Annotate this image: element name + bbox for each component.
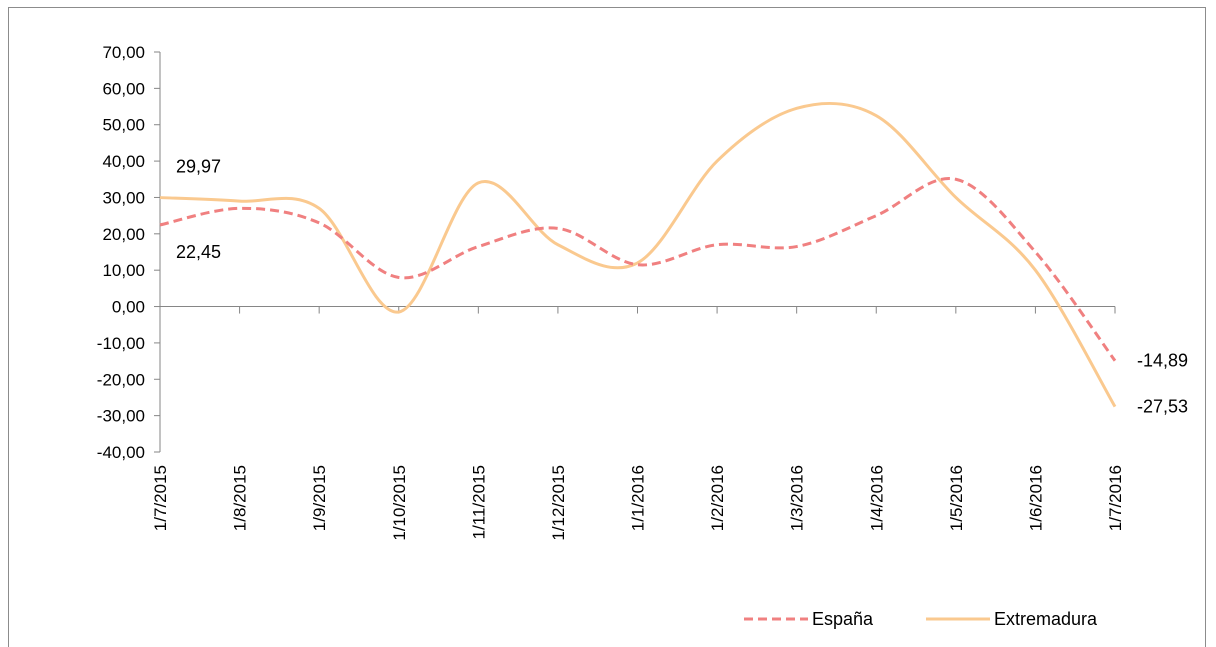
- legend-label: Extremadura: [994, 609, 1098, 629]
- x-tick-label: 1/5/2016: [947, 465, 966, 531]
- x-tick-label: 1/6/2016: [1026, 465, 1045, 531]
- x-tick-label: 1/12/2015: [549, 465, 568, 541]
- x-tick-label: 1/3/2016: [788, 465, 807, 531]
- x-tick-label: 1/1/2016: [629, 465, 648, 531]
- x-tick-label: 1/9/2015: [310, 465, 329, 531]
- series-line-espa-a: [159, 177, 1117, 362]
- data-labels: 29,97 22,45 -14,89 -27,53: [176, 157, 1188, 417]
- y-tick-label: 50,00: [102, 116, 145, 135]
- data-label: -27,53: [1137, 397, 1188, 417]
- data-label: 22,45: [176, 242, 221, 262]
- series-lines: [159, 101, 1117, 408]
- x-tick-label: 1/7/2016: [1106, 465, 1125, 531]
- x-tick-label: 1/8/2015: [231, 465, 250, 531]
- y-tick-label: 10,00: [102, 261, 145, 280]
- y-tick-label: 40,00: [102, 152, 145, 171]
- x-tick-label: 1/2/2016: [708, 465, 727, 531]
- y-axis: 70,00 60,00 50,00 40,00 30,00 20,00 10,00 0,00 -…: [97, 43, 161, 462]
- data-label: 29,97: [176, 157, 221, 177]
- y-tick-label: -30,00: [97, 407, 145, 426]
- y-tick-label: 0,00: [112, 298, 145, 317]
- y-tick-label: -20,00: [97, 370, 145, 389]
- x-tick-label: 1/11/2015: [469, 465, 488, 539]
- x-tick-label: 1/7/2015: [151, 465, 170, 531]
- y-tick-label: 30,00: [102, 188, 145, 207]
- x-axis: 1/7/2015 1/8/2015 1/9/2015 1/10/2015 1/11/20…: [151, 306, 1125, 541]
- series-line-extremadura: [159, 101, 1117, 408]
- y-tick-label: 70,00: [102, 43, 145, 62]
- data-label: -14,89: [1137, 351, 1188, 371]
- y-tick-label: 20,00: [102, 225, 145, 244]
- x-tick-label: 1/4/2016: [867, 465, 886, 531]
- x-tick-label: 1/10/2015: [390, 465, 409, 541]
- y-tick-label: 60,00: [102, 79, 145, 98]
- legend-label: España: [812, 609, 874, 629]
- legend: España Extremadura: [744, 609, 1098, 629]
- y-tick-label: -10,00: [97, 334, 145, 353]
- chart-frame: [8, 7, 1206, 647]
- y-tick-label: -40,00: [97, 443, 145, 462]
